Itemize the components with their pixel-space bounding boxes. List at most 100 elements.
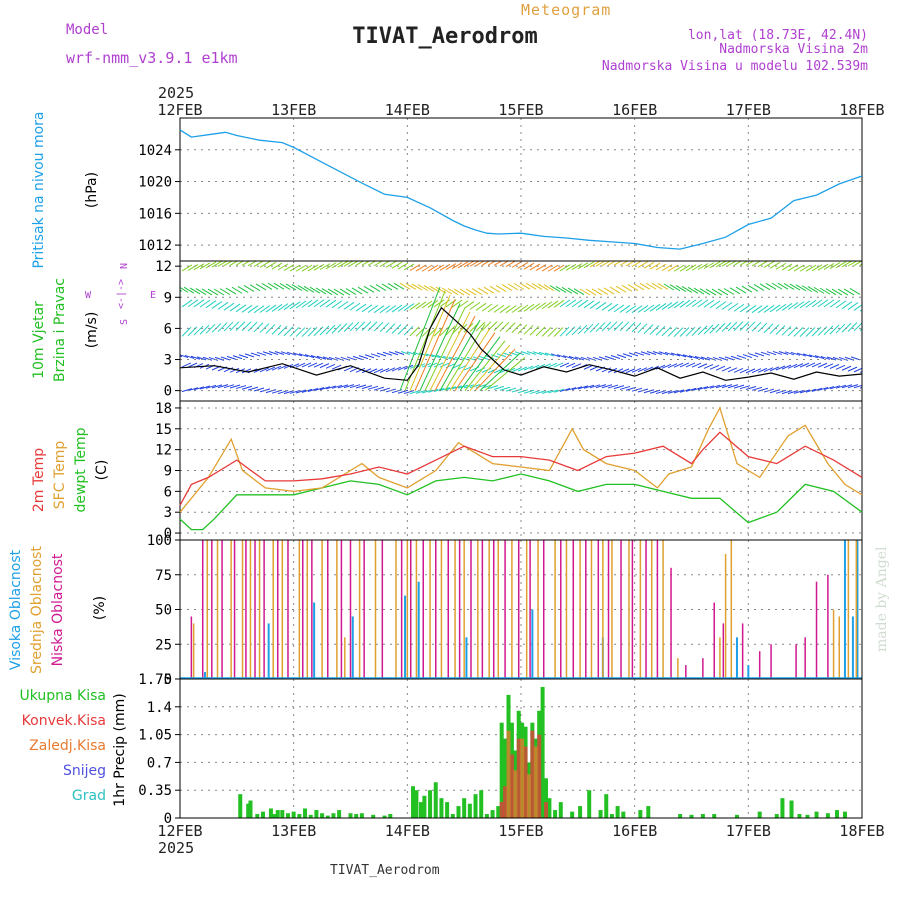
wind-barb bbox=[375, 284, 387, 292]
precip-bar bbox=[689, 814, 694, 818]
wind-barb bbox=[453, 288, 465, 296]
precip-bar bbox=[814, 811, 819, 818]
wind-barb bbox=[181, 362, 192, 368]
wind-barb bbox=[337, 261, 349, 268]
wind-barb bbox=[703, 363, 714, 369]
precip-bar bbox=[509, 754, 514, 818]
wind-barb bbox=[538, 351, 549, 356]
wind-barb bbox=[697, 386, 709, 391]
wind-barb bbox=[327, 288, 339, 296]
wind-barb bbox=[562, 355, 573, 360]
wind-barb bbox=[253, 305, 265, 314]
wind-barb bbox=[367, 321, 378, 332]
wind-barb bbox=[184, 354, 195, 359]
wind-barb bbox=[793, 327, 804, 337]
wind-barb bbox=[598, 356, 609, 361]
wind-barb bbox=[739, 321, 750, 331]
wind-barb bbox=[265, 366, 276, 372]
wind-barb bbox=[511, 305, 523, 313]
wind-barb bbox=[676, 353, 687, 358]
wind-barb bbox=[655, 263, 667, 271]
wind-barb bbox=[769, 261, 781, 269]
wind-barb bbox=[589, 384, 601, 389]
wind-barb bbox=[285, 283, 297, 291]
wind-barb bbox=[697, 363, 708, 369]
precip-bar bbox=[268, 808, 273, 818]
wind-barb bbox=[808, 354, 819, 359]
wind-barb bbox=[825, 288, 837, 296]
wind-barb bbox=[211, 384, 223, 389]
wind-barb bbox=[418, 352, 429, 357]
wind-barb bbox=[601, 384, 613, 389]
wind-barb bbox=[451, 299, 463, 308]
precip-bar bbox=[260, 811, 265, 818]
wind-barb bbox=[205, 261, 217, 269]
wind-barb bbox=[250, 352, 261, 357]
wind-barb bbox=[331, 364, 342, 370]
wind-barb bbox=[409, 295, 451, 391]
wind-barb bbox=[463, 301, 475, 309]
wind-barb bbox=[625, 305, 637, 314]
wind-barb bbox=[331, 261, 343, 269]
wind-barb bbox=[259, 367, 270, 373]
wind-barb bbox=[742, 354, 753, 359]
wind-barb bbox=[507, 283, 519, 291]
wind-barb bbox=[799, 264, 811, 272]
wind-barb bbox=[817, 263, 829, 271]
wind-barb bbox=[183, 286, 195, 294]
wind-barb bbox=[609, 286, 621, 294]
wind-barb bbox=[553, 327, 564, 337]
legend-convective: Konvek.Kisa bbox=[22, 713, 106, 729]
wind-barb bbox=[180, 286, 189, 293]
wind-barb bbox=[379, 367, 390, 373]
wind-barb bbox=[291, 284, 303, 292]
wind-barb bbox=[781, 263, 793, 271]
wind-barb bbox=[385, 367, 396, 373]
wind-barb bbox=[685, 362, 696, 368]
wind-barb bbox=[721, 384, 733, 389]
wind-barb bbox=[621, 284, 633, 292]
wind-barb bbox=[247, 321, 258, 332]
wind-barb bbox=[673, 389, 685, 394]
cloud-yticks: 0 25 50 75 100 bbox=[147, 533, 172, 688]
wind-barb bbox=[343, 366, 354, 372]
wind-barb bbox=[445, 263, 457, 271]
day-label-top: 16FEB bbox=[612, 101, 657, 119]
wind-barb bbox=[337, 323, 348, 333]
wind-barb bbox=[475, 321, 486, 332]
wind-barb bbox=[853, 261, 862, 267]
wind-barb bbox=[217, 384, 229, 389]
wind-barb bbox=[850, 356, 861, 361]
cloud-bars bbox=[180, 540, 862, 679]
wind-barb bbox=[193, 386, 205, 391]
wind-barb bbox=[601, 302, 613, 311]
wind-barb bbox=[555, 285, 567, 293]
wind-barb bbox=[304, 354, 315, 359]
wind-barb bbox=[247, 261, 258, 267]
precip-bar bbox=[422, 795, 427, 818]
wind-barb bbox=[237, 285, 249, 293]
wind-barb bbox=[766, 351, 777, 356]
wind-barb bbox=[565, 299, 577, 308]
wind-barb bbox=[601, 321, 612, 332]
wind-barb bbox=[403, 263, 415, 271]
wind-barb bbox=[787, 264, 799, 272]
temp-axis-dewpt: dewpt Temp bbox=[73, 427, 89, 512]
wind-barb bbox=[280, 351, 291, 356]
temp-axis-unit: (C) bbox=[94, 460, 110, 481]
wind-barb bbox=[751, 321, 762, 332]
wind-barb bbox=[667, 327, 678, 337]
wind-barb bbox=[739, 304, 751, 313]
wind-barb bbox=[349, 321, 360, 332]
wind-barb bbox=[481, 321, 492, 332]
wind-barb bbox=[307, 264, 319, 272]
wind-barb bbox=[475, 302, 487, 311]
wind-barb bbox=[841, 261, 853, 268]
wind-barb bbox=[765, 282, 777, 290]
wind-barb bbox=[739, 261, 749, 266]
wind-barb bbox=[589, 301, 601, 309]
wind-barb bbox=[235, 385, 247, 390]
precip-bar bbox=[712, 814, 717, 818]
wind-barb bbox=[505, 305, 517, 314]
wind-barb bbox=[711, 288, 723, 296]
